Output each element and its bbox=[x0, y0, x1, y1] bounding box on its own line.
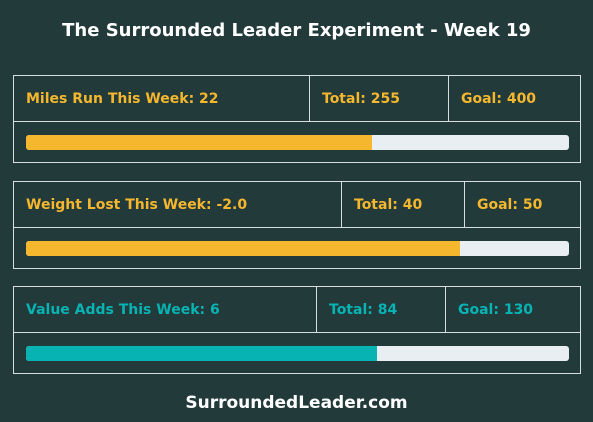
miles-stats-row: Miles Run This Week: 22 Total: 255 Goal:… bbox=[14, 76, 580, 122]
value-adds-card: Value Adds This Week: 6 Total: 84 Goal: … bbox=[13, 286, 581, 374]
weight-progress-track bbox=[26, 241, 569, 256]
miles-progress-track bbox=[26, 135, 569, 150]
site-url: SurroundedLeader.com bbox=[185, 393, 408, 413]
miles-progress-fill bbox=[26, 135, 373, 150]
miles-progress-row bbox=[14, 122, 580, 162]
value-adds-progress-row bbox=[14, 333, 580, 373]
value-adds-progress-track bbox=[26, 346, 569, 361]
value-adds-week-label: Value Adds This Week: 6 bbox=[26, 301, 220, 318]
miles-card: Miles Run This Week: 22 Total: 255 Goal:… bbox=[13, 75, 581, 163]
miles-week-label: Miles Run This Week: 22 bbox=[26, 90, 219, 107]
value-adds-total-label: Total: 84 bbox=[316, 287, 445, 332]
weight-goal-label: Goal: 50 bbox=[464, 182, 580, 227]
miles-total-label: Total: 255 bbox=[309, 76, 448, 121]
weight-progress-row bbox=[14, 228, 580, 268]
value-adds-progress-fill bbox=[26, 346, 377, 361]
weight-card: Weight Lost This Week: -2.0 Total: 40 Go… bbox=[13, 181, 581, 269]
miles-goal-label: Goal: 400 bbox=[448, 76, 580, 121]
page-title: The Surrounded Leader Experiment - Week … bbox=[62, 20, 531, 41]
value-adds-goal-label: Goal: 130 bbox=[445, 287, 580, 332]
weight-week-label: Weight Lost This Week: -2.0 bbox=[26, 196, 248, 213]
weight-stats-row: Weight Lost This Week: -2.0 Total: 40 Go… bbox=[14, 182, 580, 228]
value-adds-stats-row: Value Adds This Week: 6 Total: 84 Goal: … bbox=[14, 287, 580, 333]
weight-progress-fill bbox=[26, 241, 461, 256]
weight-total-label: Total: 40 bbox=[341, 182, 464, 227]
